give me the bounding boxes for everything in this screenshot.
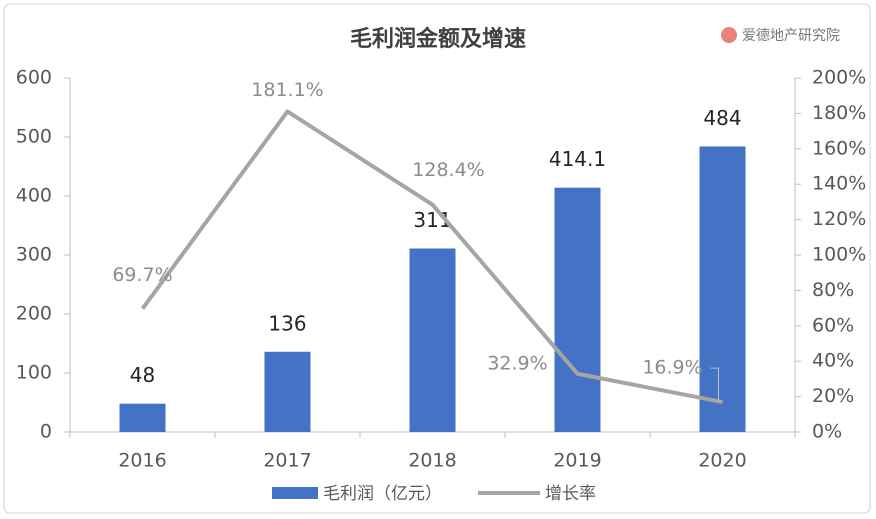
- line-value-label: 128.4%: [412, 159, 484, 181]
- legend-label: 增长率: [545, 484, 596, 504]
- y2-tick-label: 60%: [812, 314, 854, 336]
- bar-value-label: 414.1: [549, 147, 606, 171]
- y2-tick-label: 40%: [812, 350, 854, 372]
- y-tick-label: 100: [16, 362, 52, 384]
- y2-tick-label: 180%: [812, 102, 866, 124]
- bar: [554, 187, 601, 432]
- bar: [119, 403, 166, 432]
- x-tick-label: 2017: [263, 450, 311, 472]
- y2-tick-label: 200%: [812, 67, 866, 89]
- chart-title: 毛利润金额及增速: [350, 26, 526, 52]
- watermark: 爱德地产研究院: [742, 28, 840, 44]
- bar: [264, 351, 311, 432]
- y2-tick-label: 80%: [812, 279, 854, 301]
- y2-tick-label: 160%: [812, 137, 866, 159]
- bar: [409, 248, 456, 432]
- y-tick-label: 200: [16, 303, 52, 325]
- line-value-label: 32.9%: [487, 352, 547, 374]
- y-tick-label: 0: [40, 421, 52, 443]
- line-value-label: 69.7%: [112, 264, 172, 286]
- y2-tick-label: 120%: [812, 208, 866, 230]
- bar-value-label: 136: [268, 311, 306, 335]
- y-tick-label: 300: [16, 244, 52, 266]
- bar-value-label: 484: [703, 106, 741, 130]
- bar: [699, 146, 746, 432]
- watermark-icon: [721, 27, 737, 43]
- x-tick-label: 2020: [698, 450, 746, 472]
- y-tick-label: 600: [16, 67, 52, 89]
- y2-tick-label: 20%: [812, 385, 854, 407]
- y2-tick-label: 100%: [812, 244, 866, 266]
- x-tick-label: 2018: [408, 450, 456, 472]
- line-value-label: 16.9%: [642, 357, 702, 379]
- legend-label: 毛利润（亿元）: [323, 484, 442, 504]
- y-tick-label: 500: [16, 126, 52, 148]
- line: [140, 109, 723, 405]
- legend-swatch: [272, 487, 318, 499]
- label-leader: [710, 367, 719, 403]
- x-tick-label: 2019: [553, 450, 601, 472]
- y-tick-label: 400: [16, 185, 52, 207]
- y2-tick-label: 0%: [812, 421, 842, 443]
- x-tick-label: 2016: [118, 450, 166, 472]
- y2-tick-label: 140%: [812, 173, 866, 195]
- line-value-label: 181.1%: [251, 79, 323, 101]
- bar-value-label: 48: [130, 363, 155, 387]
